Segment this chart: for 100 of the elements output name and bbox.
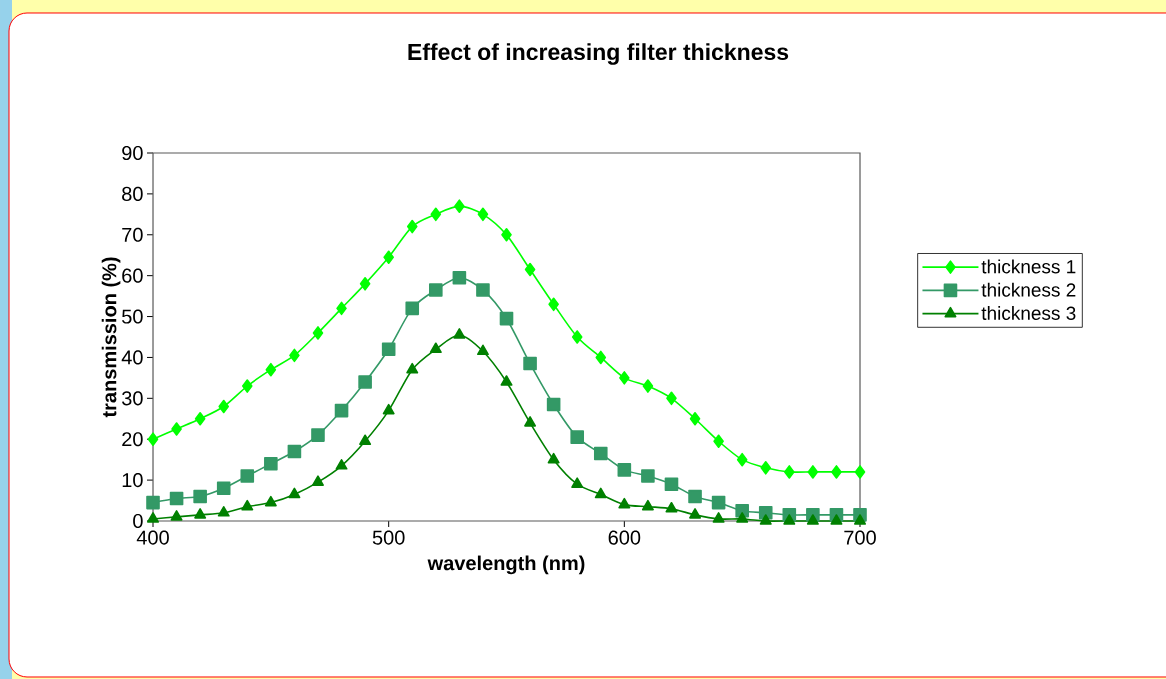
point [689,411,701,426]
point [218,399,230,414]
point [570,430,585,444]
point [642,379,654,393]
point [831,465,842,479]
point [217,506,230,517]
point [429,283,443,297]
point [759,514,772,525]
point [312,326,324,340]
point [712,512,725,523]
point [216,481,231,496]
point [382,403,395,415]
point [147,432,159,447]
point [571,330,583,344]
point [383,250,394,265]
y-axis-title: transmission (%) [101,257,121,418]
point [288,487,301,499]
point [595,350,607,365]
x-tick-label: 500 [372,530,405,545]
point [359,277,371,291]
point [783,514,796,525]
point [501,227,512,242]
point [453,328,466,339]
point [241,379,253,393]
point [171,422,182,436]
y-tick-label: 50 [122,309,143,324]
point [311,428,325,442]
point [430,207,442,222]
y-tick-label: 20 [122,432,143,447]
point [666,391,677,406]
point [736,512,749,523]
point [476,344,489,356]
y-tick-label: 60 [122,268,143,283]
point [334,403,349,418]
point [287,444,302,459]
point [784,465,795,479]
point [381,342,396,357]
chart-title: Effect of increasing filter thickness [408,43,789,65]
point [571,477,584,488]
point [524,416,537,427]
point [241,499,254,511]
point [854,465,866,479]
point [711,495,726,510]
point [193,489,207,504]
point [264,456,278,471]
point [194,411,206,426]
y-tick-label: 0 [133,513,143,529]
x-axis-title: wavelength (nm) [427,555,585,575]
legend-label: thickness 1 [981,259,1076,274]
point [665,501,678,513]
point [806,514,819,525]
point [406,362,419,374]
point [547,452,560,464]
point [689,508,702,519]
y-tick-label: 40 [121,350,143,365]
point [618,497,631,509]
point [170,510,183,521]
point [523,356,537,371]
point [265,362,277,377]
point [854,514,866,525]
point [335,458,348,470]
point [664,477,679,491]
point [289,348,300,363]
legend-label: thickness 2 [981,282,1076,297]
point [240,469,255,483]
point [546,397,561,412]
point [617,463,632,477]
y-tick-label: 80 [122,186,143,201]
x-tick-label: 700 [844,530,876,545]
point [524,262,536,277]
point [548,297,559,312]
point [311,475,324,486]
point [194,508,207,519]
point [429,342,442,354]
point [264,495,277,507]
point [499,311,514,326]
x-tick-label: 400 [136,530,169,545]
point [641,499,654,511]
y-tick-label: 90 [122,145,143,161]
point [500,375,513,386]
point [452,270,467,285]
point [359,434,372,446]
point [713,434,724,449]
x-tick-label: 600 [608,530,641,545]
point [358,375,372,389]
point [146,495,160,510]
point [147,512,160,523]
y-tick-label: 30 [122,391,143,406]
point [476,283,490,297]
point [760,461,772,475]
point [477,207,489,222]
point [169,491,184,506]
point [594,487,607,499]
point [336,301,347,316]
legend-label: thickness 3 [981,306,1076,320]
point [830,514,843,525]
y-tick-label: 70 [122,227,143,242]
point [454,199,465,213]
point [406,219,418,234]
point [405,301,420,316]
